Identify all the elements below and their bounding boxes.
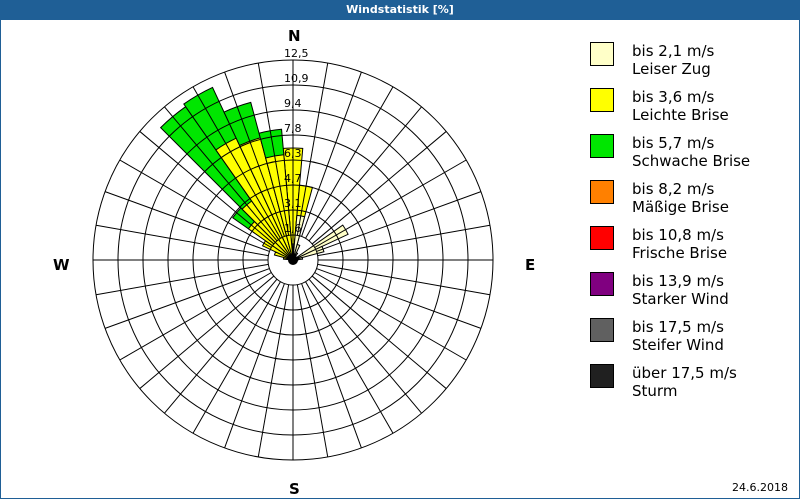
grid-spoke	[139, 131, 275, 245]
grid-spoke	[95, 224, 269, 257]
grid-spoke	[257, 62, 290, 236]
grid-spoke	[104, 268, 270, 329]
grid-spoke	[317, 224, 491, 257]
date-label: 24.6.2018	[732, 481, 788, 494]
ring-label: 4,7	[284, 172, 302, 185]
grid-spoke	[95, 263, 269, 296]
legend-swatch	[590, 88, 614, 112]
legend-label: bis 10,8 m/s Frische Brise	[632, 226, 728, 262]
compass-east: E	[525, 256, 536, 274]
ring-label: 3,1	[284, 197, 302, 210]
grid-spoke	[317, 263, 491, 296]
legend-swatch	[590, 364, 614, 388]
legend-label: bis 17,5 m/s Steifer Wind	[632, 318, 724, 354]
legend-label: bis 13,9 m/s Starker Wind	[632, 272, 729, 308]
grid-spoke	[192, 86, 281, 239]
grid-spoke	[314, 272, 467, 361]
legend-label: bis 2,1 m/s Leiser Zug	[632, 42, 715, 78]
grid-spoke	[308, 278, 422, 414]
grid-spoke	[139, 275, 275, 389]
grid-spoke	[296, 62, 329, 236]
compass-north: N	[288, 27, 301, 45]
legend-label: über 17,5 m/s Sturm	[632, 364, 737, 400]
compass-south: S	[289, 480, 300, 498]
grid-spoke	[164, 106, 278, 242]
legend-swatch	[590, 180, 614, 204]
grid-spoke	[316, 268, 482, 329]
ring-label: 12,5	[284, 47, 309, 60]
ring-label: 9,4	[284, 97, 302, 110]
grid-spoke	[224, 71, 285, 237]
grid-spoke	[311, 275, 447, 389]
legend-swatch	[590, 134, 614, 158]
grid-spoke	[119, 159, 272, 248]
grid-spoke	[308, 106, 422, 242]
chart-title: Windstatistik [%]	[0, 0, 800, 20]
grid-spoke	[305, 281, 394, 434]
legend-swatch	[590, 42, 614, 66]
grid-spoke	[192, 281, 281, 434]
grid-spoke	[104, 191, 270, 252]
legend-label: bis 3,6 m/s Leichte Brise	[632, 88, 729, 124]
legend-swatch	[590, 318, 614, 342]
grid-spoke	[296, 284, 329, 458]
grid-spoke	[305, 86, 394, 239]
legend-label: bis 8,2 m/s Mäßige Brise	[632, 180, 729, 216]
ring-label: 6,3	[284, 147, 302, 160]
grid-spoke	[301, 71, 362, 237]
grid-spoke	[224, 283, 285, 449]
grid-spoke	[164, 278, 278, 414]
legend-label: bis 5,7 m/s Schwache Brise	[632, 134, 751, 170]
legend-swatch	[590, 226, 614, 250]
grid-spoke	[311, 131, 447, 245]
compass-west: W	[53, 256, 70, 274]
grid-spoke	[119, 272, 272, 361]
legend-swatch	[590, 272, 614, 296]
center-dot	[288, 255, 298, 265]
ring-label: 7,8	[284, 122, 302, 135]
grid-spoke	[316, 191, 482, 252]
grid-spoke	[301, 283, 362, 449]
grid-spoke	[314, 159, 467, 248]
ring-label: 1,6	[284, 222, 302, 235]
grid-spoke	[257, 284, 290, 458]
ring-label: 10,9	[284, 72, 309, 85]
